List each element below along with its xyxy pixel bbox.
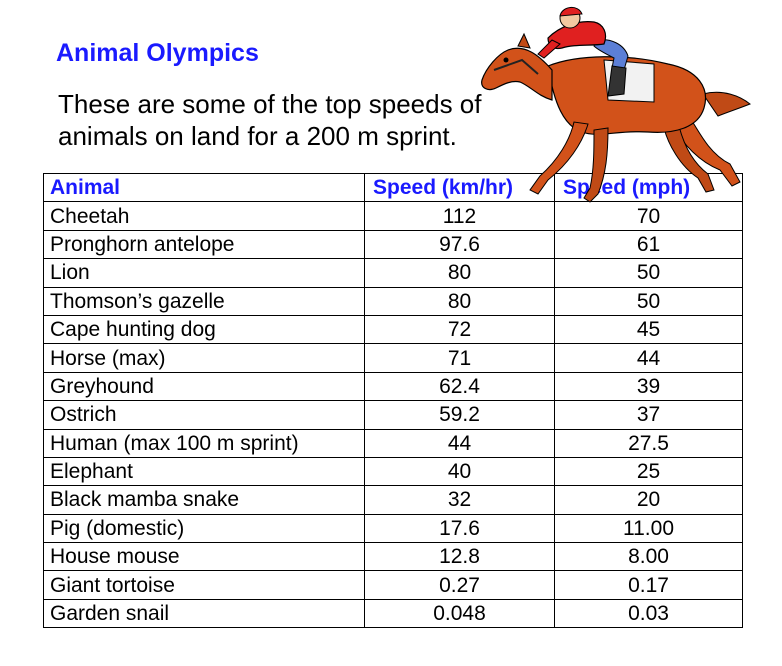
cell-animal: Cheetah <box>43 201 365 231</box>
cell-speed-mph: 44 <box>554 343 743 373</box>
cell-speed-kmh: 112 <box>364 201 555 231</box>
cell-animal: Horse (max) <box>43 343 365 373</box>
cell-speed-kmh: 40 <box>364 456 555 487</box>
cell-speed-mph: 0.17 <box>554 570 743 600</box>
cell-speed-mph: 11.00 <box>554 513 743 544</box>
header-speed-mph: Speed (mph) <box>554 172 743 203</box>
table-row: Elephant 40 25 <box>43 456 743 487</box>
cell-speed-mph: 0.03 <box>554 598 743 629</box>
cell-speed-kmh: 97.6 <box>364 229 555 260</box>
table-header-row: Animal Speed (km/hr) Speed (mph) <box>43 172 743 203</box>
intro-text: These are some of the top speeds of anim… <box>58 89 482 151</box>
table-row: Pig (domestic) 17.6 11.00 <box>43 513 743 544</box>
cell-animal: Garden snail <box>43 598 365 629</box>
cell-speed-mph: 27.5 <box>554 428 743 458</box>
cell-speed-mph: 8.00 <box>554 542 743 572</box>
cell-animal: Pronghorn antelope <box>43 229 365 260</box>
animal-speeds-table: Animal Speed (km/hr) Speed (mph) Cheetah… <box>43 172 743 629</box>
cell-animal: Ostrich <box>43 400 365 430</box>
cell-speed-kmh: 80 <box>364 286 555 316</box>
cell-speed-mph: 39 <box>554 371 743 402</box>
cell-animal: Greyhound <box>43 371 365 402</box>
cell-animal: Human (max 100 m sprint) <box>43 428 365 458</box>
cell-speed-mph: 20 <box>554 485 743 515</box>
cell-speed-kmh: 59.2 <box>364 400 555 430</box>
cell-speed-mph: 50 <box>554 258 743 288</box>
cell-speed-kmh: 80 <box>364 258 555 288</box>
table-row: Human (max 100 m sprint) 44 27.5 <box>43 428 743 458</box>
table-row: Lion 80 50 <box>43 258 743 288</box>
cell-animal: Lion <box>43 258 365 288</box>
cell-speed-kmh: 0.27 <box>364 570 555 600</box>
cell-speed-mph: 45 <box>554 314 743 345</box>
table-row: Pronghorn antelope 97.6 61 <box>43 229 743 260</box>
cell-animal: Cape hunting dog <box>43 314 365 345</box>
cell-animal: Elephant <box>43 456 365 487</box>
table-row: Horse (max) 71 44 <box>43 343 743 373</box>
table-row: Cheetah 112 70 <box>43 201 743 231</box>
cell-speed-kmh: 72 <box>364 314 555 345</box>
table-row: Thomson’s gazelle 80 50 <box>43 286 743 316</box>
page-title: Animal Olympics <box>56 39 259 67</box>
table-row: Black mamba snake 32 20 <box>43 485 743 515</box>
cell-speed-kmh: 44 <box>364 428 555 458</box>
header-speed-kmh: Speed (km/hr) <box>364 172 555 203</box>
cell-animal: Pig (domestic) <box>43 513 365 544</box>
cell-animal: Giant tortoise <box>43 570 365 600</box>
cell-speed-mph: 37 <box>554 400 743 430</box>
cell-speed-mph: 61 <box>554 229 743 260</box>
table-row: Greyhound 62.4 39 <box>43 371 743 402</box>
cell-animal: Thomson’s gazelle <box>43 286 365 316</box>
cell-animal: Black mamba snake <box>43 485 365 515</box>
cell-animal: House mouse <box>43 542 365 572</box>
cell-speed-mph: 70 <box>554 201 743 231</box>
table-row: Giant tortoise 0.27 0.17 <box>43 570 743 600</box>
table-row: House mouse 12.8 8.00 <box>43 542 743 572</box>
cell-speed-kmh: 62.4 <box>364 371 555 402</box>
header-animal: Animal <box>43 172 365 203</box>
cell-speed-mph: 25 <box>554 456 743 487</box>
cell-speed-kmh: 71 <box>364 343 555 373</box>
table-row: Cape hunting dog 72 45 <box>43 314 743 345</box>
cell-speed-kmh: 0.048 <box>364 598 555 629</box>
cell-speed-mph: 50 <box>554 286 743 316</box>
table-row: Garden snail 0.048 0.03 <box>43 598 743 629</box>
cell-speed-kmh: 32 <box>364 485 555 515</box>
table-row: Ostrich 59.2 37 <box>43 400 743 430</box>
cell-speed-kmh: 17.6 <box>364 513 555 544</box>
cell-speed-kmh: 12.8 <box>364 542 555 572</box>
